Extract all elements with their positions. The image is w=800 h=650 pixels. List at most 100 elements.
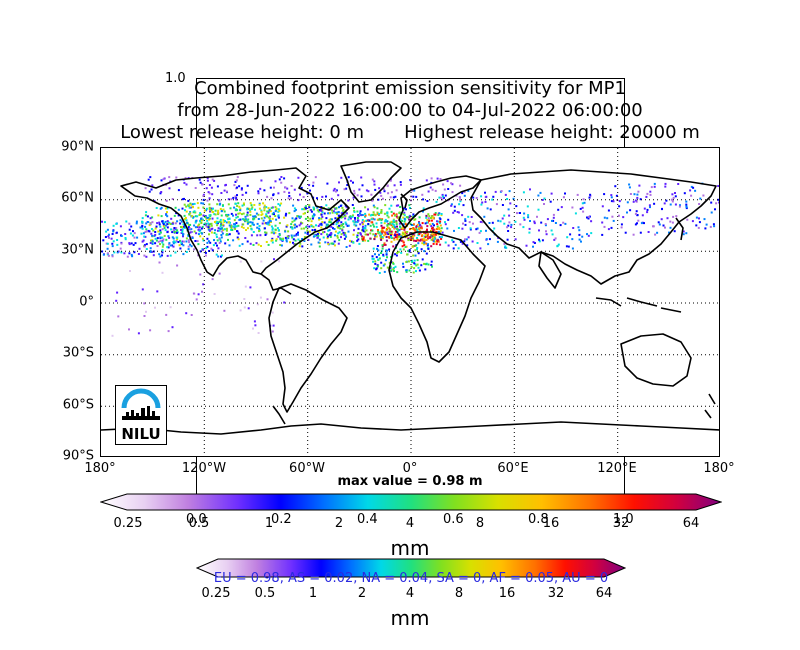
sensitivity-cell <box>234 228 237 231</box>
sensitivity-cell <box>111 245 114 248</box>
sensitivity-cell <box>469 227 472 230</box>
sensitivity-cell <box>359 212 361 215</box>
sensitivity-cell <box>462 222 464 225</box>
sensitivity-cell <box>321 215 324 218</box>
sensitivity-cell <box>314 234 317 237</box>
sensitivity-cell <box>179 239 181 242</box>
sensitivity-cell <box>236 236 239 239</box>
sensitivity-cell <box>224 220 226 222</box>
sensitivity-cell <box>266 222 268 225</box>
sensitivity-cell <box>223 210 226 213</box>
sensitivity-cell <box>342 225 345 228</box>
sensitivity-cell <box>235 198 238 201</box>
sensitivity-cell <box>285 212 288 215</box>
sensitivity-cell <box>468 221 471 224</box>
sensitivity-cell <box>284 214 287 217</box>
sensitivity-cell <box>338 224 341 227</box>
sensitivity-cell <box>407 237 410 240</box>
sensitivity-cell <box>377 229 379 231</box>
sensitivity-cell <box>463 191 466 193</box>
sensitivity-cell <box>351 215 354 218</box>
sensitivity-cell <box>236 176 239 179</box>
sensitivity-cell <box>712 223 715 226</box>
sensitivity-cell <box>155 207 158 209</box>
sensitivity-cell <box>424 232 427 235</box>
sensitivity-cell <box>294 223 297 226</box>
lat-tick: 90°S <box>62 448 94 464</box>
sensitivity-cell <box>203 209 206 212</box>
sensitivity-cell <box>345 187 348 190</box>
sensitivity-cell <box>288 212 291 215</box>
sensitivity-cell <box>208 218 211 221</box>
sensitivity-cell <box>428 215 431 218</box>
sensitivity-cell <box>278 233 281 235</box>
lon-tick: 120°W <box>181 461 227 476</box>
sensitivity-cell <box>160 179 163 182</box>
sensitivity-cell <box>432 242 435 245</box>
sensitivity-cell <box>196 240 199 243</box>
sensitivity-cell <box>396 230 399 233</box>
sensitivity-cell <box>439 222 441 224</box>
sensitivity-cell <box>382 255 385 257</box>
sensitivity-cell <box>436 220 438 223</box>
sensitivity-cell <box>377 232 380 235</box>
sensitivity-cell <box>387 226 389 229</box>
sensitivity-cell <box>255 242 258 245</box>
sensitivity-cell <box>313 208 315 211</box>
sensitivity-cell <box>423 237 426 240</box>
sensitivity-cell <box>394 234 397 237</box>
sensitivity-cell <box>194 187 197 189</box>
sensitivity-cell <box>338 181 340 184</box>
sensitivity-cell <box>188 213 191 216</box>
sensitivity-cell <box>488 238 491 241</box>
sensitivity-cell <box>241 204 244 207</box>
sensitivity-cell <box>116 243 119 246</box>
sensitivity-cell <box>255 212 258 215</box>
sensitivity-cell <box>338 231 341 234</box>
sensitivity-cell <box>230 198 233 201</box>
sensitivity-cell <box>452 247 455 250</box>
sensitivity-cell <box>328 229 331 232</box>
sensitivity-cell <box>432 236 435 239</box>
sensitivity-cell <box>357 238 360 241</box>
sensitivity-cell <box>206 219 209 222</box>
sensitivity-cell <box>222 223 225 226</box>
sensitivity-cell <box>425 239 428 241</box>
sensitivity-cell <box>285 239 288 242</box>
sensitivity-cell <box>187 245 190 248</box>
sensitivity-cell <box>254 208 256 211</box>
sensitivity-cell <box>202 248 205 251</box>
sensitivity-cell <box>318 217 321 220</box>
sensitivity-cell <box>577 226 580 229</box>
sensitivity-cell <box>249 242 252 245</box>
sensitivity-cell <box>386 184 389 187</box>
sensitivity-cell <box>496 240 499 243</box>
sensitivity-cell <box>278 178 281 181</box>
sensitivity-cell <box>194 211 197 214</box>
sensitivity-cell <box>166 223 169 226</box>
sensitivity-cell <box>225 190 228 193</box>
sensitivity-cell <box>144 225 147 228</box>
sensitivity-cell <box>311 229 314 232</box>
sensitivity-cell <box>299 242 302 245</box>
sensitivity-cell <box>436 228 439 230</box>
sensitivity-cell <box>420 248 423 251</box>
sensitivity-cell <box>315 224 317 227</box>
sensitivity-cell <box>200 217 202 220</box>
sensitivity-cell <box>326 237 329 240</box>
sensitivity-cell <box>259 234 262 237</box>
sensitivity-cell <box>338 239 341 242</box>
sensitivity-cell <box>426 229 428 232</box>
sensitivity-cell <box>388 230 391 233</box>
sensitivity-cell <box>116 239 119 241</box>
sensitivity-cell <box>250 204 253 207</box>
sensitivity-cell <box>161 236 164 239</box>
sensitivity-cell <box>384 204 387 207</box>
sensitivity-cell <box>154 237 157 240</box>
sensitivity-cell <box>398 233 401 236</box>
sensitivity-cell <box>152 229 155 232</box>
sensitivity-cell <box>322 231 324 234</box>
sensitivity-cell <box>257 243 260 246</box>
sensitivity-cell <box>617 214 620 217</box>
sensitivity-cell <box>409 228 411 231</box>
